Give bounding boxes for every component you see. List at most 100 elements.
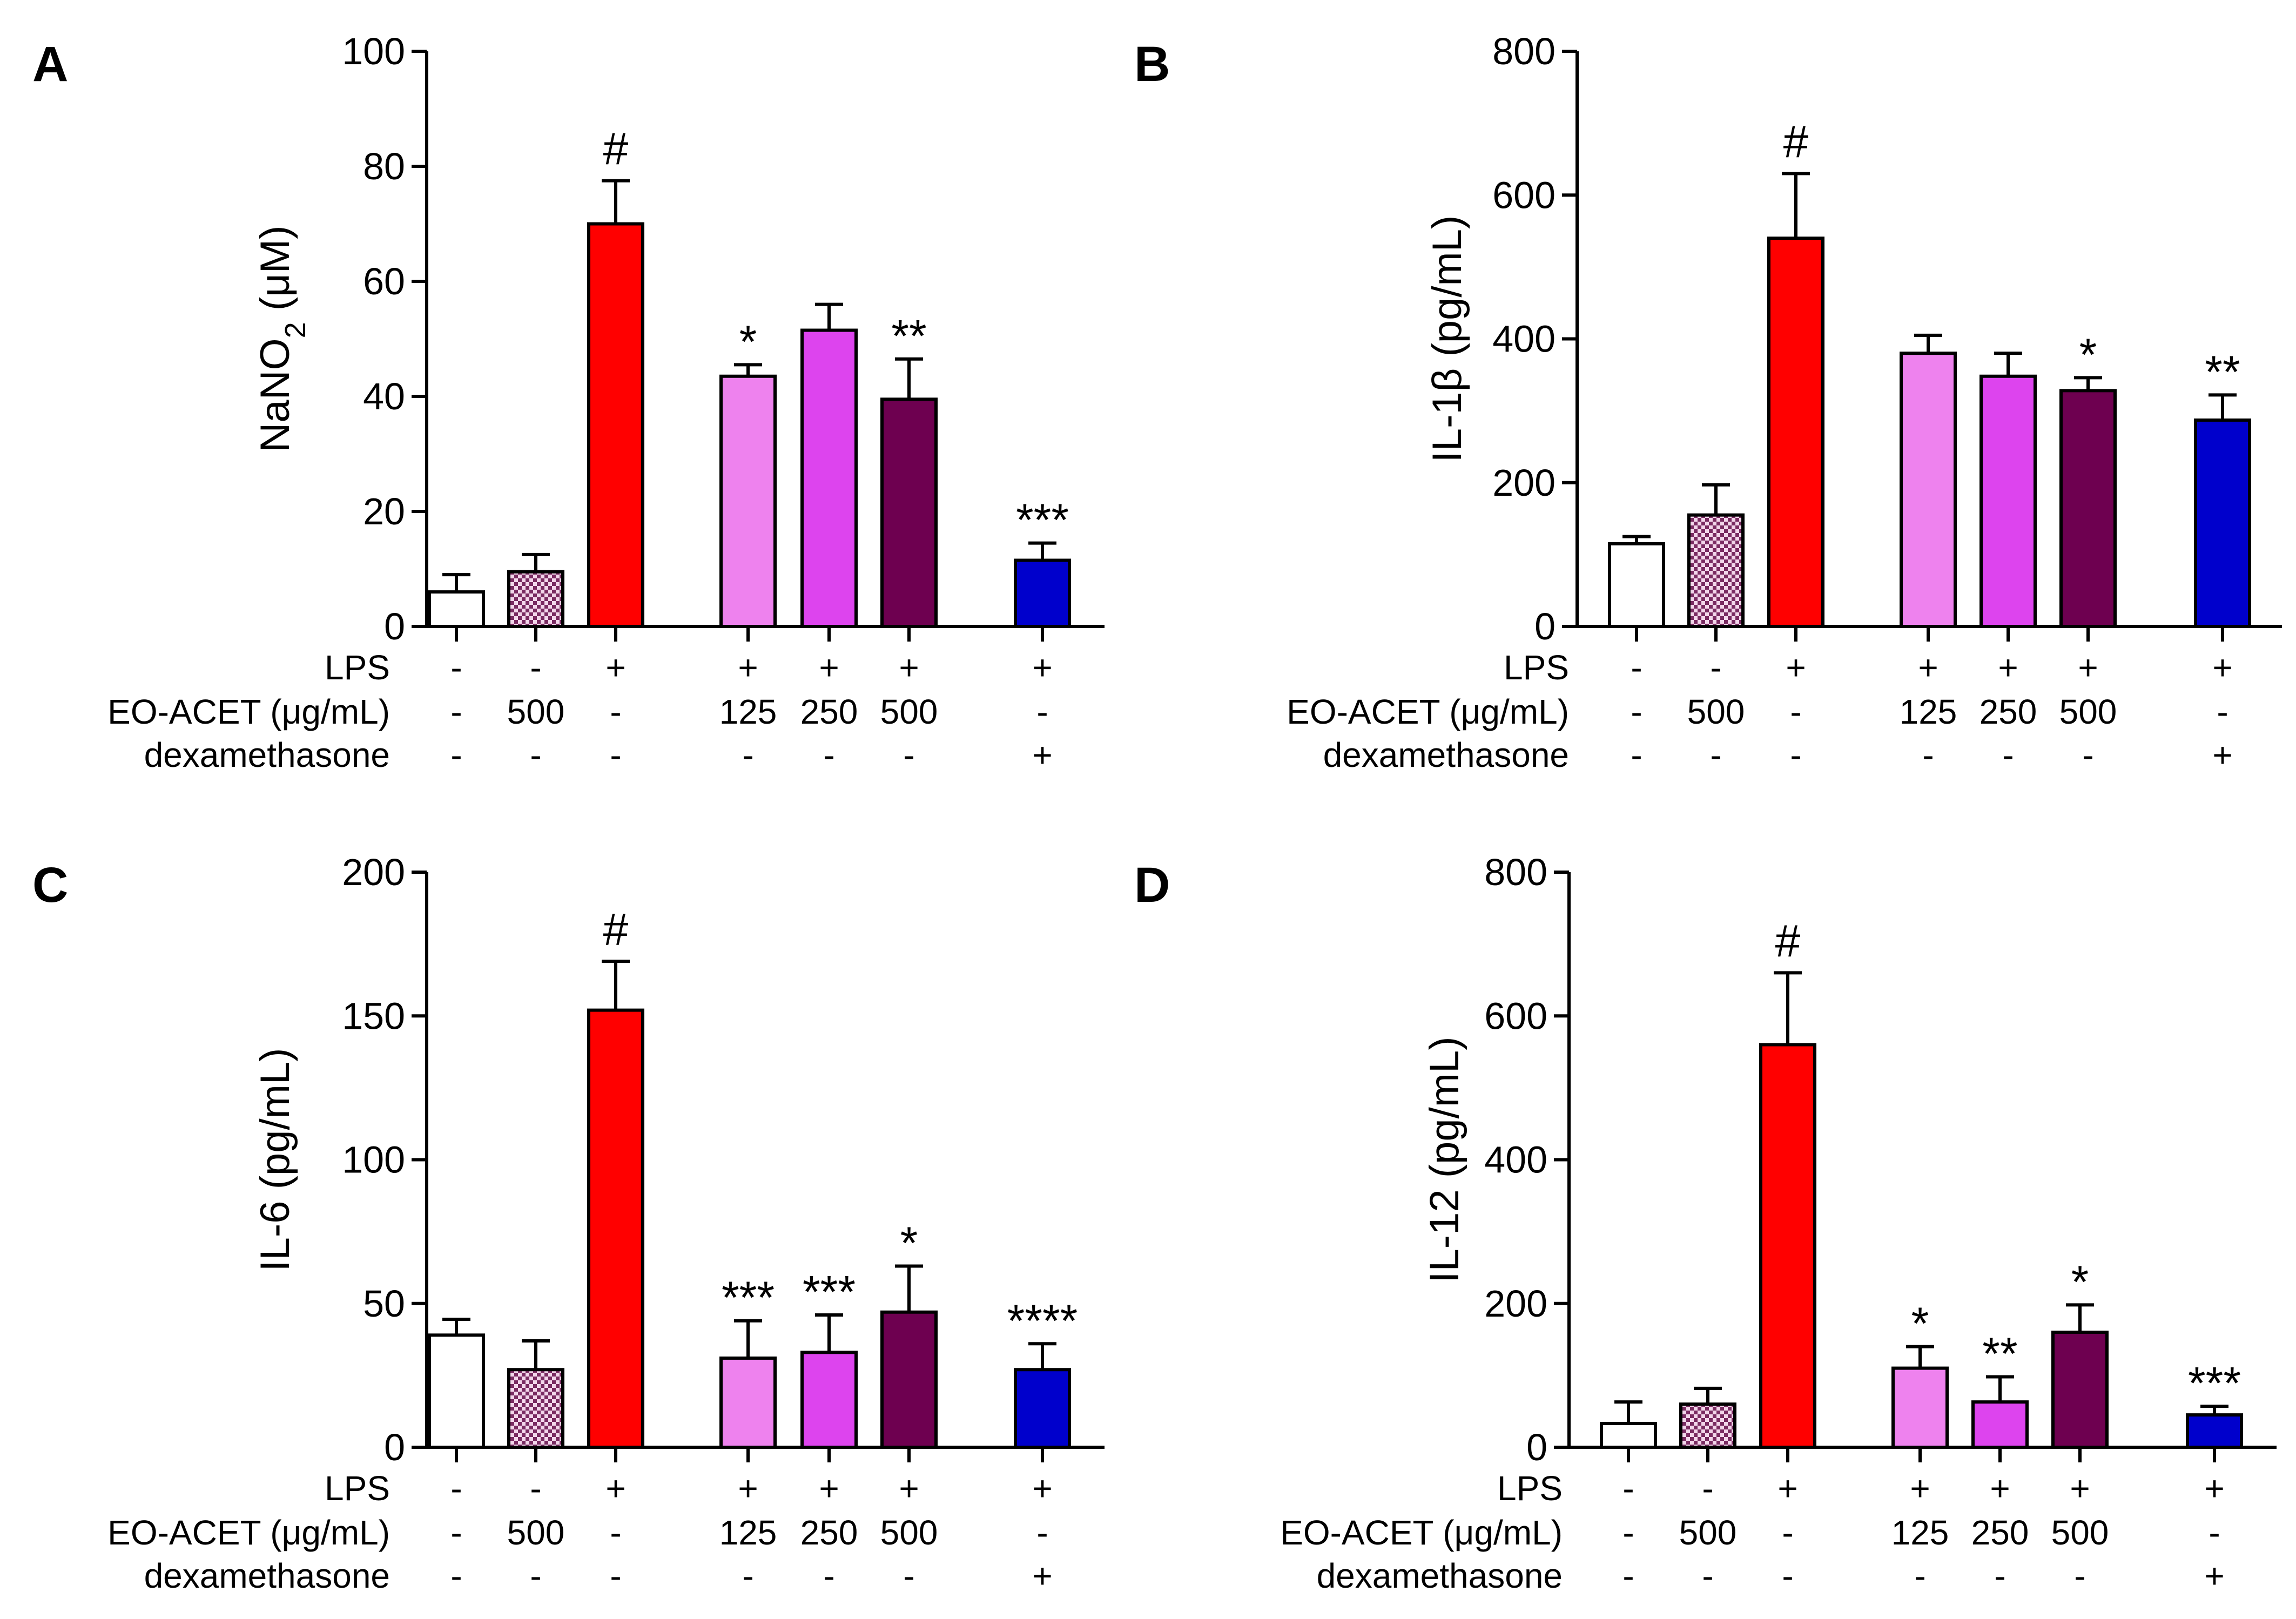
condition-cell: - — [530, 1469, 541, 1508]
condition-cell: 125 — [719, 692, 777, 731]
panel-letter: B — [1134, 37, 1170, 92]
y-tick-label: 0 — [1526, 1426, 1547, 1468]
y-tick-label: 100 — [342, 30, 405, 72]
condition-cell: - — [450, 692, 462, 731]
condition-cell: - — [1702, 1556, 1713, 1595]
bar — [1971, 1400, 2029, 1449]
condition-cell: + — [1990, 1469, 2010, 1508]
condition-row-label: EO-ACET (μg/mL) — [1287, 692, 1569, 731]
condition-cell: 250 — [800, 1513, 858, 1552]
condition-cell: - — [1790, 692, 1801, 731]
bar — [1014, 558, 1071, 629]
bar — [1608, 542, 1665, 628]
condition-cell: - — [1710, 648, 1721, 687]
y-axis-label-main: NaNO — [252, 338, 298, 452]
condition-cell: 250 — [1979, 692, 2037, 731]
condition-cell: - — [742, 1556, 753, 1595]
y-tick-label: 800 — [1484, 851, 1547, 893]
condition-cell: + — [1032, 736, 1052, 774]
condition-cell: + — [2204, 1469, 2224, 1508]
y-tick-label: 40 — [363, 375, 405, 417]
condition-cell: + — [738, 1469, 758, 1508]
condition-row-label: LPS — [325, 648, 390, 687]
condition-row-label: LPS — [1497, 1469, 1563, 1508]
significance-label: *** — [803, 1266, 856, 1317]
condition-row-label: dexamethasone — [144, 1556, 390, 1595]
condition-cell: - — [742, 736, 753, 774]
bar — [1767, 237, 1824, 628]
bar — [719, 1356, 777, 1449]
bar — [587, 1008, 644, 1449]
condition-cell: + — [819, 1469, 839, 1508]
y-tick-label: 200 — [1484, 1283, 1547, 1325]
condition-cell: + — [819, 648, 839, 687]
y-tick-label: 600 — [1484, 995, 1547, 1037]
condition-cell: + — [899, 648, 919, 687]
condition-cell: - — [1631, 692, 1642, 731]
y-tick-label: 50 — [363, 1283, 405, 1325]
condition-cell: 500 — [2059, 692, 2117, 731]
condition-cell: - — [450, 1469, 462, 1508]
condition-cell: - — [610, 736, 621, 774]
condition-cell: + — [2204, 1556, 2224, 1595]
condition-cell: + — [1998, 648, 2018, 687]
condition-cell: - — [450, 648, 462, 687]
bar — [2059, 389, 2117, 628]
panel-letter: D — [1134, 858, 1170, 913]
condition-cell: + — [605, 648, 625, 687]
condition-cell: - — [903, 1556, 914, 1595]
condition-cell: - — [2209, 1513, 2220, 1552]
significance-label: * — [900, 1218, 918, 1269]
bar — [1900, 352, 1957, 628]
panel-letter: C — [32, 858, 68, 913]
condition-row-label: dexamethasone — [144, 736, 390, 774]
y-tick-label: 200 — [1492, 462, 1556, 504]
y-tick-label: 150 — [342, 995, 405, 1037]
y-axis-label-main: IL-6 (pg/mL) — [252, 1048, 298, 1272]
significance-label: * — [2079, 329, 2097, 380]
y-tick-label: 80 — [363, 145, 405, 187]
condition-cell: 125 — [1900, 692, 1957, 731]
condition-cell: - — [1790, 736, 1801, 774]
condition-cell: 250 — [800, 692, 858, 731]
condition-cell: + — [738, 648, 758, 687]
condition-cell: 500 — [1687, 692, 1745, 731]
condition-cell: - — [1622, 1469, 1634, 1508]
significance-label: *** — [722, 1272, 775, 1323]
condition-cell: 500 — [2051, 1513, 2109, 1552]
condition-row-label: EO-ACET (μg/mL) — [107, 1513, 390, 1552]
condition-cell: - — [1710, 736, 1721, 774]
y-tick-label: 0 — [1534, 605, 1556, 647]
condition-row-label: dexamethasone — [1323, 736, 1569, 774]
y-axis-label: IL-12 (pg/mL) — [1422, 1036, 1467, 1283]
condition-cell: - — [1622, 1513, 1634, 1552]
y-axis-label: IL-1β (pg/mL) — [1424, 215, 1470, 463]
significance-label: * — [2071, 1256, 2089, 1307]
significance-label: ** — [2205, 346, 2240, 397]
condition-cell: - — [530, 648, 541, 687]
condition-cell: + — [605, 1469, 625, 1508]
bar — [428, 1333, 485, 1449]
y-tick-label: 400 — [1492, 318, 1556, 360]
condition-cell: - — [1036, 1513, 1048, 1552]
bar — [1014, 1368, 1071, 1449]
condition-row-label: LPS — [325, 1469, 390, 1508]
bar — [880, 1310, 938, 1449]
condition-cell: + — [2212, 648, 2232, 687]
condition-cell: + — [1777, 1469, 1797, 1508]
condition-row-label: dexamethasone — [1317, 1556, 1563, 1595]
bar — [2186, 1413, 2243, 1449]
condition-cell: + — [899, 1469, 919, 1508]
condition-cell: + — [1032, 1556, 1052, 1595]
condition-cell: - — [1702, 1469, 1713, 1508]
bar — [800, 328, 858, 628]
y-tick-label: 60 — [363, 260, 405, 302]
condition-cell: - — [610, 1513, 621, 1552]
condition-cell: - — [450, 1513, 462, 1552]
y-axis-label-main: IL-12 (pg/mL) — [1422, 1036, 1467, 1283]
significance-label: # — [603, 904, 629, 955]
significance-label: ** — [1982, 1328, 2017, 1379]
significance-label: * — [1911, 1298, 1929, 1349]
